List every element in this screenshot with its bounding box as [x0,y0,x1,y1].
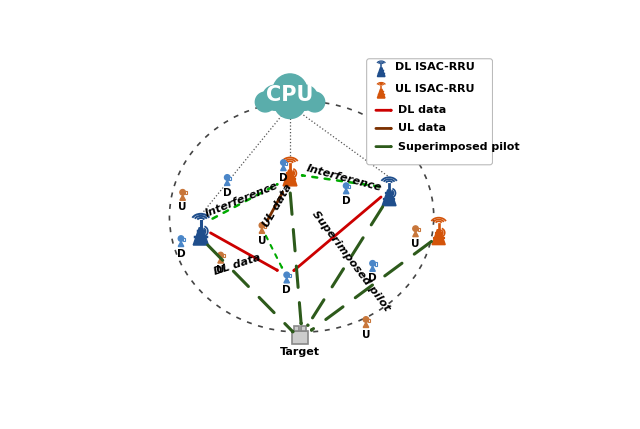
Circle shape [259,223,265,228]
Polygon shape [432,230,445,245]
Polygon shape [370,266,375,271]
Circle shape [344,183,349,188]
Text: Superimposed pilot: Superimposed pilot [397,142,519,151]
Circle shape [292,85,317,110]
Polygon shape [413,231,419,237]
Polygon shape [193,228,209,245]
Text: D: D [282,285,291,295]
Polygon shape [281,165,286,171]
Circle shape [262,85,288,110]
Text: Target: Target [280,347,320,357]
FancyArrowPatch shape [294,197,381,271]
Circle shape [273,74,307,108]
Bar [264,224,266,227]
Text: D: D [177,249,186,259]
Text: Interference: Interference [305,163,383,193]
Text: UL data: UL data [261,181,294,229]
Text: UL data: UL data [397,124,445,133]
Bar [348,185,350,188]
Circle shape [281,160,286,165]
Circle shape [274,87,306,118]
Text: UL ISAC-RRU: UL ISAC-RRU [395,84,474,94]
Polygon shape [225,180,230,185]
FancyArrowPatch shape [312,242,431,330]
Bar [289,274,291,277]
Text: D: D [342,196,351,206]
Bar [183,238,185,241]
Circle shape [364,317,369,322]
Text: Superimposed pilot: Superimposed pilot [310,209,392,313]
FancyArrowPatch shape [308,207,383,326]
Text: DL ISAC-RRU: DL ISAC-RRU [395,62,475,73]
Circle shape [225,175,230,180]
Text: U: U [362,329,370,340]
Text: D: D [279,173,288,183]
Bar [229,177,231,180]
Polygon shape [378,68,385,77]
Polygon shape [179,241,184,247]
FancyArrowPatch shape [211,233,277,270]
Polygon shape [378,89,385,98]
Text: U: U [216,265,225,275]
Text: CPU: CPU [266,85,314,106]
Circle shape [284,272,289,278]
Polygon shape [180,195,186,200]
Circle shape [305,92,324,112]
Polygon shape [382,190,396,205]
Text: DL data: DL data [212,252,262,277]
Text: D: D [368,274,377,284]
Text: Interference: Interference [204,180,280,219]
Polygon shape [283,170,297,186]
Bar [294,326,299,331]
FancyArrowPatch shape [268,192,283,221]
FancyArrowPatch shape [208,245,293,332]
Bar [292,331,308,344]
FancyArrowPatch shape [291,193,301,323]
Text: U: U [179,202,187,212]
Bar [417,228,420,231]
Bar [301,326,305,331]
FancyArrowPatch shape [212,184,278,219]
FancyBboxPatch shape [367,59,493,165]
Text: U: U [258,236,266,245]
Bar [185,191,187,194]
Bar [285,162,287,165]
Bar [368,319,370,322]
Circle shape [413,226,419,231]
Text: D: D [223,187,232,198]
Text: DL data: DL data [397,105,446,115]
Polygon shape [364,322,369,327]
Circle shape [218,252,223,258]
Circle shape [255,92,275,112]
Circle shape [370,260,375,266]
Bar [223,254,225,257]
Polygon shape [344,188,349,193]
Polygon shape [218,258,223,263]
Circle shape [180,190,186,195]
Text: U: U [412,239,420,249]
FancyArrowPatch shape [302,175,379,187]
FancyArrowPatch shape [266,236,282,268]
Bar [374,263,377,266]
Circle shape [179,236,184,241]
Polygon shape [259,228,265,233]
Polygon shape [284,278,289,283]
